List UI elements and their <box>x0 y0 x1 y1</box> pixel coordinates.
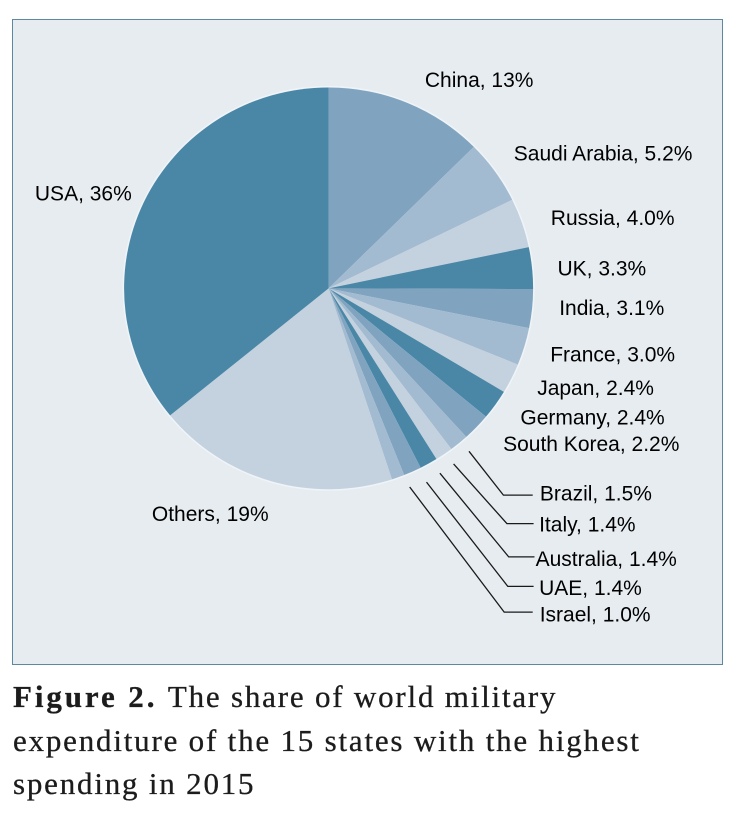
svg-text:UAE, 1.4%: UAE, 1.4% <box>539 577 642 600</box>
svg-text:USA, 36%: USA, 36% <box>35 183 132 206</box>
svg-text:Israel, 1.0%: Israel, 1.0% <box>540 604 651 627</box>
svg-text:Australia, 1.4%: Australia, 1.4% <box>536 548 677 571</box>
svg-text:India, 3.1%: India, 3.1% <box>559 297 664 320</box>
svg-text:Brazil, 1.5%: Brazil, 1.5% <box>540 483 652 506</box>
svg-text:Italy, 1.4%: Italy, 1.4% <box>539 513 636 536</box>
svg-text:France, 3.0%: France, 3.0% <box>550 344 675 367</box>
svg-text:China, 13%: China, 13% <box>425 69 534 92</box>
svg-text:South Korea, 2.2%: South Korea, 2.2% <box>503 433 679 456</box>
svg-text:Saudi Arabia, 5.2%: Saudi Arabia, 5.2% <box>514 142 693 165</box>
svg-text:Germany, 2.4%: Germany, 2.4% <box>520 407 664 430</box>
svg-text:Japan, 2.4%: Japan, 2.4% <box>537 377 654 400</box>
svg-text:Russia, 4.0%: Russia, 4.0% <box>551 207 675 230</box>
svg-text:UK, 3.3%: UK, 3.3% <box>558 258 647 281</box>
svg-text:Others, 19%: Others, 19% <box>152 503 269 526</box>
